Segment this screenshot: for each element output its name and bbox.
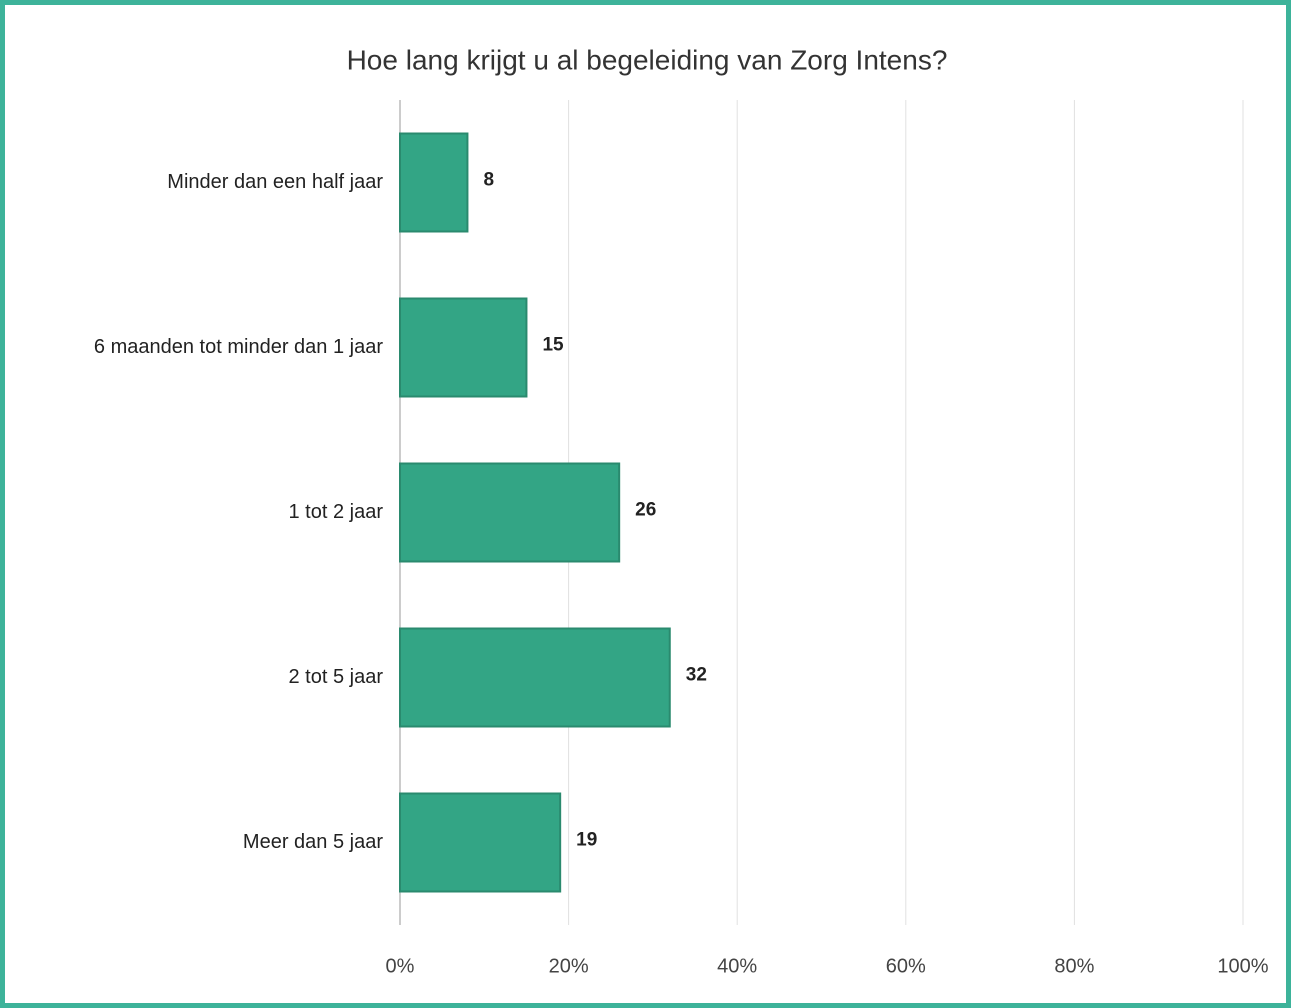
value-label: 32	[686, 665, 707, 686]
value-label: 8	[483, 170, 494, 191]
bar	[399, 792, 562, 893]
value-label: 19	[576, 830, 597, 851]
y-tick-label: Meer dan 5 jaar	[243, 831, 383, 853]
x-tick-label: 60%	[886, 955, 926, 977]
bar	[399, 132, 469, 233]
y-tick-label: Minder dan een half jaar	[167, 171, 383, 193]
x-tick-label: 20%	[549, 955, 589, 977]
bar	[399, 297, 528, 398]
x-tick-label: 0%	[386, 955, 415, 977]
value-label: 15	[542, 335, 564, 356]
x-tick-label: 80%	[1054, 955, 1094, 977]
chart-title: Hoe lang krijgt u al begeleiding van Zor…	[347, 44, 948, 75]
value-label: 26	[635, 500, 656, 521]
y-tick-label: 6 maanden tot minder dan 1 jaar	[94, 336, 383, 358]
y-tick-label: 2 tot 5 jaar	[288, 666, 383, 688]
y-tick-label: 1 tot 2 jaar	[288, 501, 383, 523]
x-tick-label: 40%	[717, 955, 757, 977]
bar	[399, 627, 671, 728]
bar	[399, 462, 621, 563]
x-tick-label: 100%	[1217, 955, 1268, 977]
